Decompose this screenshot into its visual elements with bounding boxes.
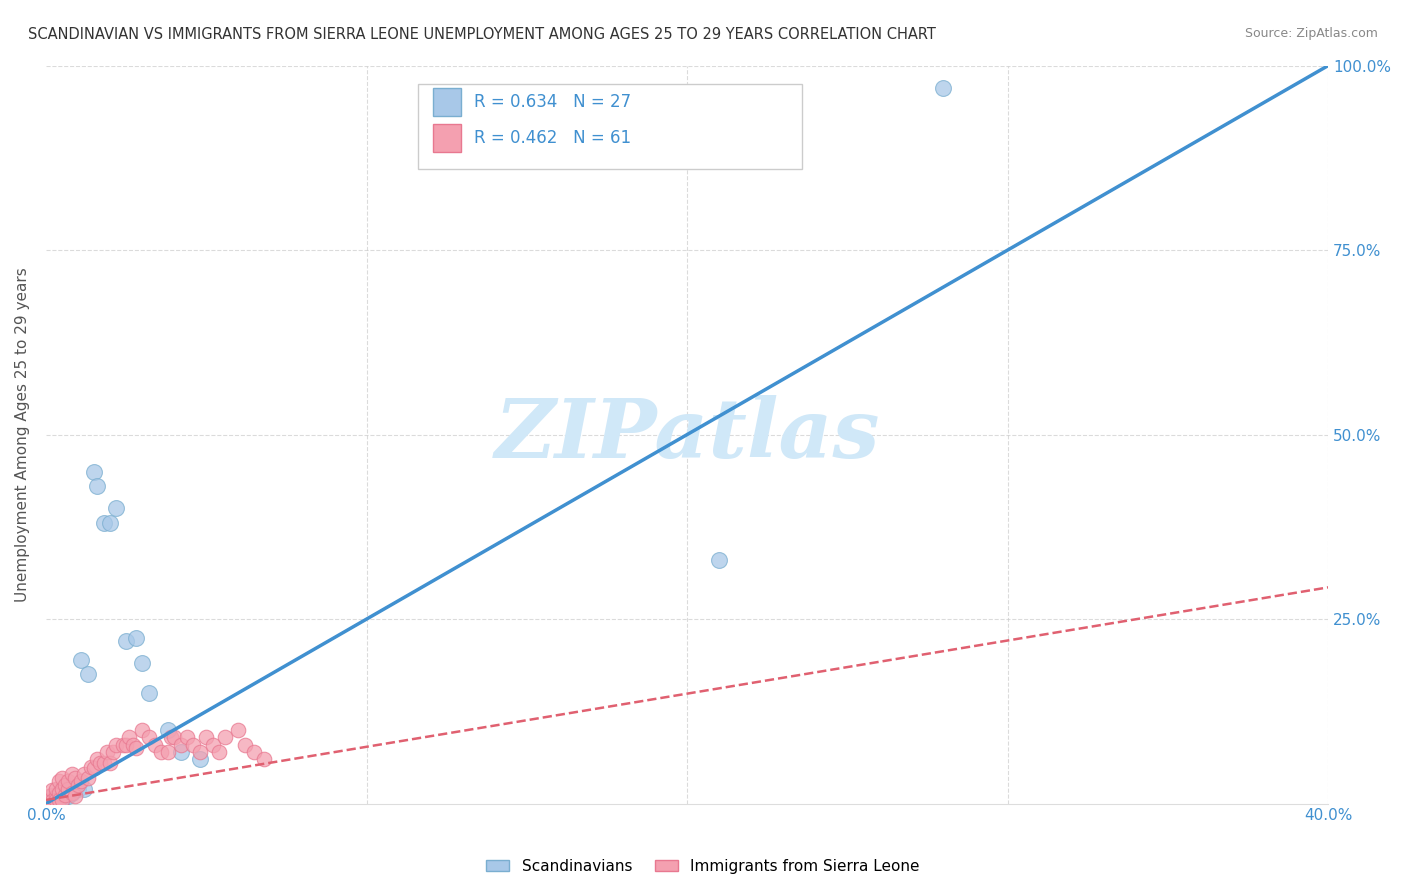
Point [115, 738, 138, 752]
Point [76, 771, 98, 785]
Point [60, 786, 83, 800]
Point [38, 789, 60, 804]
Point [183, 738, 205, 752]
Point [63, 771, 86, 785]
Point [48, 786, 70, 800]
Point [201, 738, 224, 752]
FancyBboxPatch shape [418, 84, 803, 169]
Point [121, 738, 143, 752]
Point [53, 778, 76, 792]
Point [176, 730, 198, 744]
Point [86, 479, 108, 493]
Point [73, 781, 96, 796]
Point [125, 741, 148, 756]
Point [253, 752, 276, 766]
Point [138, 730, 160, 744]
Point [51, 793, 73, 807]
Point [118, 730, 141, 744]
Text: R = 0.634   N = 27: R = 0.634 N = 27 [474, 94, 631, 112]
Point [76, 667, 98, 681]
Text: Source: ZipAtlas.com: Source: ZipAtlas.com [1244, 27, 1378, 40]
Point [45, 789, 67, 804]
Point [96, 745, 118, 759]
Point [93, 516, 115, 531]
Point [41, 789, 63, 804]
Point [51, 793, 73, 807]
Point [45, 781, 67, 796]
Point [188, 745, 211, 759]
Point [208, 745, 231, 759]
Point [932, 80, 955, 95]
Point [38, 793, 60, 807]
Point [93, 756, 115, 770]
Point [150, 745, 173, 759]
Point [45, 793, 67, 807]
Point [45, 790, 67, 805]
Text: SCANDINAVIAN VS IMMIGRANTS FROM SIERRA LEONE UNEMPLOYMENT AMONG AGES 25 TO 29 YE: SCANDINAVIAN VS IMMIGRANTS FROM SIERRA L… [28, 27, 936, 42]
Point [243, 745, 266, 759]
Point [131, 723, 153, 737]
Point [63, 789, 86, 804]
Point [156, 745, 179, 759]
Point [38, 794, 60, 808]
Point [63, 781, 86, 796]
Point [105, 501, 128, 516]
Point [125, 631, 148, 645]
Point [83, 465, 105, 479]
Point [233, 738, 256, 752]
Point [105, 738, 128, 752]
Y-axis label: Unemployment Among Ages 25 to 29 years: Unemployment Among Ages 25 to 29 years [15, 268, 30, 602]
Point [214, 730, 236, 744]
Point [83, 761, 105, 775]
Point [51, 771, 73, 785]
Point [138, 686, 160, 700]
Point [60, 767, 83, 781]
Point [195, 730, 218, 744]
Point [41, 794, 63, 808]
Point [131, 657, 153, 671]
Point [143, 738, 166, 752]
Point [70, 774, 93, 789]
Point [38, 793, 60, 807]
Legend: Scandinavians, Immigrants from Sierra Leone: Scandinavians, Immigrants from Sierra Le… [481, 853, 925, 880]
Point [115, 634, 138, 648]
Point [111, 738, 134, 752]
Point [70, 653, 93, 667]
Point [66, 781, 89, 796]
Point [41, 788, 63, 802]
Point [60, 786, 83, 800]
Point [73, 767, 96, 781]
Point [156, 723, 179, 737]
Point [66, 778, 89, 792]
Text: R = 0.462   N = 61: R = 0.462 N = 61 [474, 129, 631, 147]
Point [58, 774, 80, 789]
Point [53, 781, 76, 796]
Point [163, 730, 186, 744]
Point [86, 752, 108, 766]
Text: ZIPatlas: ZIPatlas [495, 394, 880, 475]
Point [41, 792, 63, 806]
Point [51, 781, 73, 796]
Point [48, 774, 70, 789]
Point [41, 783, 63, 797]
Point [98, 756, 121, 770]
Point [160, 730, 183, 744]
Point [58, 781, 80, 796]
Point [169, 738, 191, 752]
Point [707, 553, 730, 567]
Point [53, 788, 76, 802]
FancyBboxPatch shape [433, 88, 461, 116]
Point [169, 745, 191, 759]
Point [188, 752, 211, 766]
Point [48, 786, 70, 800]
Point [48, 793, 70, 807]
Point [58, 789, 80, 804]
Point [226, 723, 249, 737]
Point [89, 756, 111, 770]
FancyBboxPatch shape [433, 124, 461, 152]
Point [103, 745, 125, 759]
Point [80, 760, 103, 774]
Point [98, 516, 121, 531]
